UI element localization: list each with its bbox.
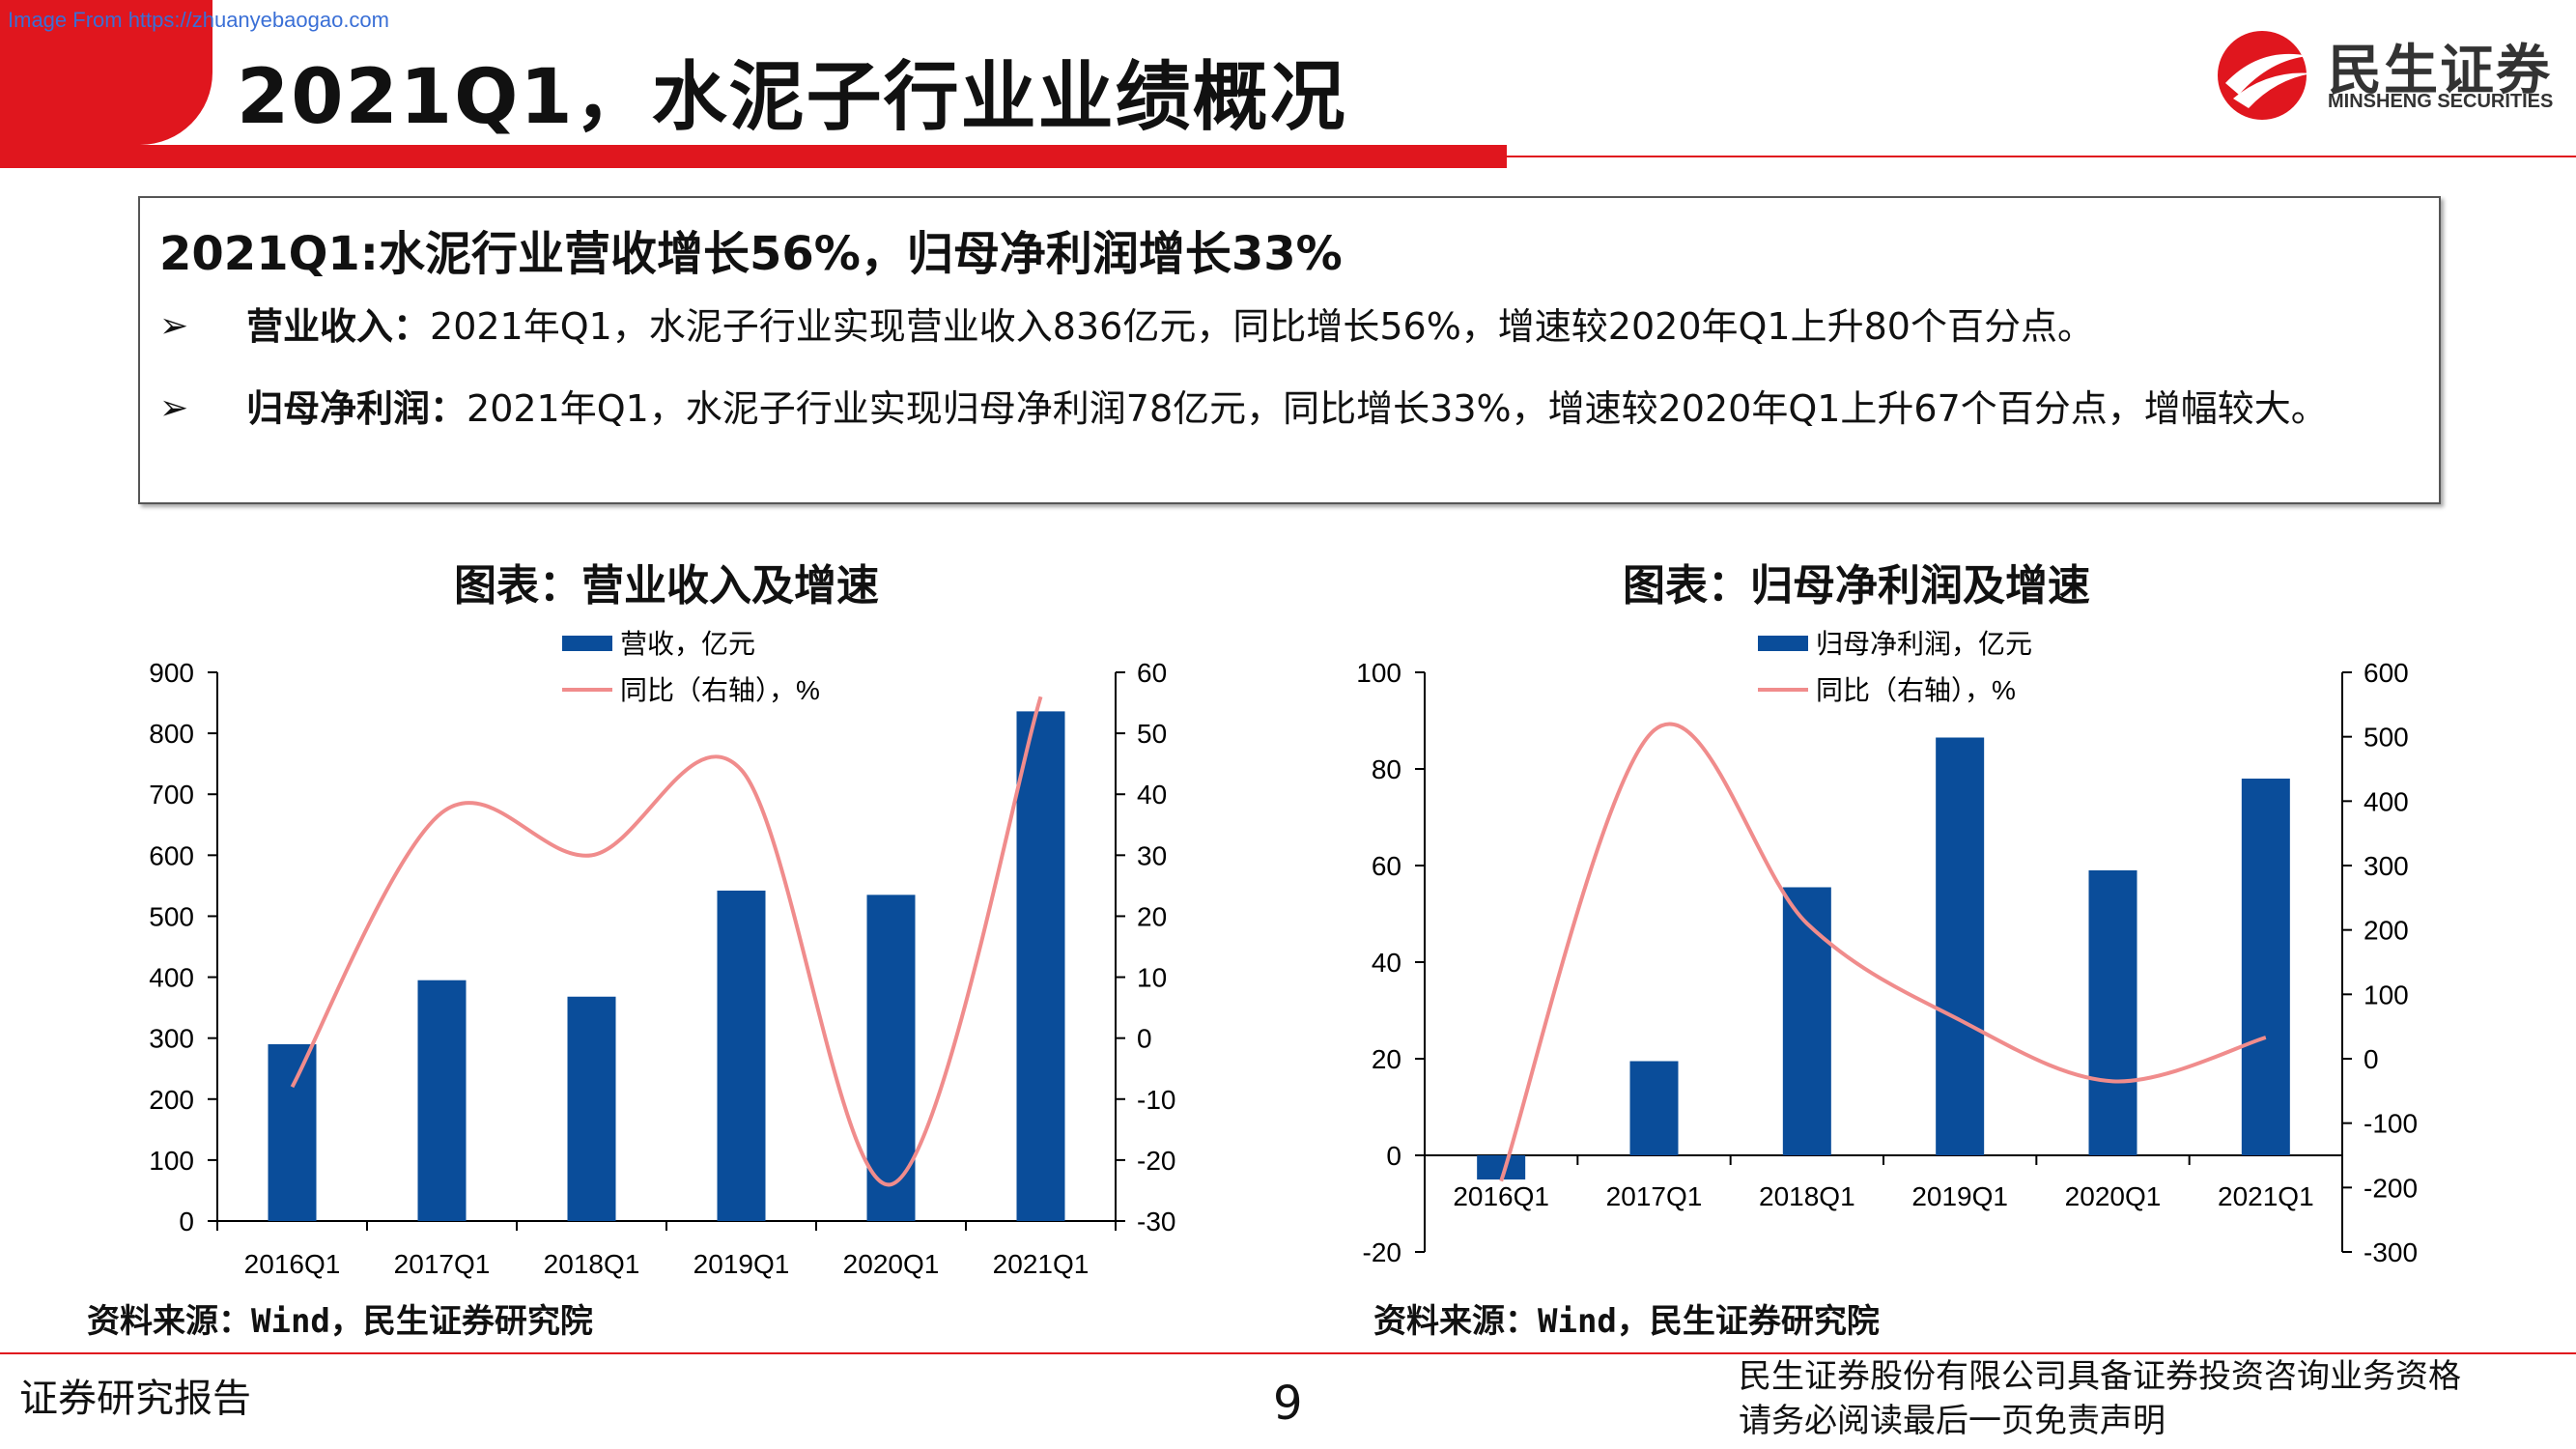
bar (866, 895, 916, 1221)
right-tick-label: -300 (2364, 1237, 2418, 1267)
bar (567, 996, 616, 1221)
yoy-growth-line (1499, 722, 2267, 1182)
chart-title-profit: 图表：归母净利润及增速 (1623, 561, 2090, 611)
bullet-text: 2021年Q1，水泥子行业实现归母净利润78亿元，同比增长33%，增速较2020… (467, 387, 2328, 430)
bar (1477, 1155, 1526, 1179)
bar (1782, 887, 1831, 1155)
summary-heading: 2021Q1:水泥行业营收增长56%，归母净利润增长33% (159, 227, 1343, 281)
logo-emblem-icon (2218, 31, 2312, 120)
legend-bar-swatch (1758, 636, 1808, 651)
left-tick-label: -20 (1363, 1237, 1401, 1267)
right-tick-label: 0 (1137, 1024, 1152, 1054)
right-tick-label: 400 (2364, 786, 2409, 816)
bar (1016, 711, 1065, 1221)
bar (717, 890, 766, 1221)
right-tick-label: 100 (2364, 980, 2409, 1009)
category-label: 2016Q1 (1453, 1181, 1549, 1211)
footer-qualification: 民生证券股份有限公司具备证券投资咨询业务资格 (1739, 1357, 2461, 1396)
category-label: 2021Q1 (2218, 1181, 2314, 1211)
category-label: 2017Q1 (394, 1249, 491, 1279)
category-label: 2021Q1 (993, 1249, 1090, 1279)
right-tick-label: 60 (1137, 658, 1167, 688)
bar (2088, 870, 2137, 1155)
category-label: 2019Q1 (1911, 1181, 2008, 1211)
right-tick-label: -20 (1137, 1146, 1175, 1176)
left-tick-label: 500 (149, 901, 194, 931)
yoy-growth-line (290, 696, 1043, 1187)
left-tick-label: 700 (149, 780, 194, 810)
company-logo: 民生证券 MINSHENG SECURITIES (2212, 27, 2569, 124)
bar (2241, 779, 2290, 1155)
legend-line-label: 同比（右轴），% (620, 675, 820, 705)
summary-box: 2021Q1:水泥行业营收增长56%，归母净利润增长33% ➢ 营业收入：202… (138, 196, 2441, 504)
logo-english-name: MINSHENG SECURITIES (2328, 91, 2554, 112)
legend-bar-label: 营收，亿元 (620, 629, 755, 659)
footer-disclaimer: 民生证券股份有限公司具备证券投资咨询业务资格 请务必阅读最后一页免责声明 (1739, 1354, 2461, 1443)
bullet-text: 2021年Q1，水泥子行业实现营业收入836亿元，同比增长56%，增速较2020… (430, 305, 2094, 348)
legend-bar-label: 归母净利润，亿元 (1816, 629, 2032, 659)
watermark-link[interactable]: Image From https://zhuanyebaogao.com (8, 8, 389, 32)
header-red-bar (0, 145, 1507, 168)
category-label: 2018Q1 (1759, 1181, 1855, 1211)
right-tick-label: -10 (1137, 1085, 1175, 1115)
category-label: 2017Q1 (1606, 1181, 1703, 1211)
right-tick-label: 600 (2364, 658, 2409, 688)
left-tick-label: 900 (149, 658, 194, 688)
right-tick-label: -100 (2364, 1109, 2418, 1139)
left-tick-label: 0 (179, 1207, 194, 1236)
right-tick-label: 10 (1137, 963, 1167, 993)
bar (417, 980, 467, 1221)
page-title: 2021Q1，水泥子行业业绩概况 (237, 54, 1347, 141)
left-tick-label: 100 (149, 1146, 194, 1176)
arrow-bullet-icon: ➢ (159, 306, 189, 346)
page-number: 9 (1273, 1377, 1303, 1431)
right-tick-label: 20 (1137, 901, 1167, 931)
left-tick-label: 400 (149, 963, 194, 993)
right-tick-label: 0 (2364, 1044, 2379, 1074)
left-tick-label: 80 (1372, 754, 1401, 784)
right-tick-label: 50 (1137, 719, 1167, 749)
legend-line-label: 同比（右轴），% (1816, 675, 2016, 705)
right-tick-label: 30 (1137, 840, 1167, 870)
bullet-label: 营业收入： (246, 305, 431, 348)
header-red-tab (0, 0, 212, 145)
left-tick-label: 200 (149, 1085, 194, 1115)
left-tick-label: 60 (1372, 851, 1401, 881)
footer-report-label: 证券研究报告 (19, 1377, 251, 1421)
left-tick-label: 600 (149, 840, 194, 870)
arrow-bullet-icon: ➢ (159, 388, 189, 428)
left-tick-label: 20 (1372, 1044, 1401, 1074)
bullet-label: 归母净利润： (246, 387, 467, 430)
right-tick-label: -200 (2364, 1173, 2418, 1203)
logo-chinese-name: 民生证券 (2328, 40, 2552, 102)
left-tick-label: 100 (1356, 658, 1401, 688)
source-note-profit: 资料来源：Wind，民生证券研究院 (1373, 1302, 1880, 1341)
right-tick-label: 500 (2364, 723, 2409, 753)
header-divider (1507, 156, 2576, 157)
footer-disclaimer-note: 请务必阅读最后一页免责声明 (1739, 1402, 2166, 1440)
left-tick-label: 800 (149, 719, 194, 749)
source-note-revenue: 资料来源：Wind，民生证券研究院 (87, 1302, 593, 1341)
right-tick-label: -30 (1137, 1207, 1175, 1236)
category-label: 2016Q1 (244, 1249, 341, 1279)
legend-bar-swatch (562, 636, 612, 651)
right-tick-label: 300 (2364, 851, 2409, 881)
footer-divider (0, 1352, 2576, 1354)
chart-title-revenue: 图表：营业收入及增速 (454, 561, 879, 611)
category-label: 2018Q1 (544, 1249, 640, 1279)
left-tick-label: 40 (1372, 948, 1401, 978)
right-tick-label: 200 (2364, 916, 2409, 946)
bar (1629, 1061, 1679, 1155)
left-tick-label: 0 (1386, 1141, 1401, 1171)
category-label: 2020Q1 (843, 1249, 940, 1279)
category-label: 2019Q1 (694, 1249, 790, 1279)
bar (1936, 737, 1985, 1155)
category-label: 2020Q1 (2065, 1181, 2162, 1211)
bar (268, 1043, 317, 1221)
left-tick-label: 300 (149, 1024, 194, 1054)
right-tick-label: 40 (1137, 780, 1167, 810)
